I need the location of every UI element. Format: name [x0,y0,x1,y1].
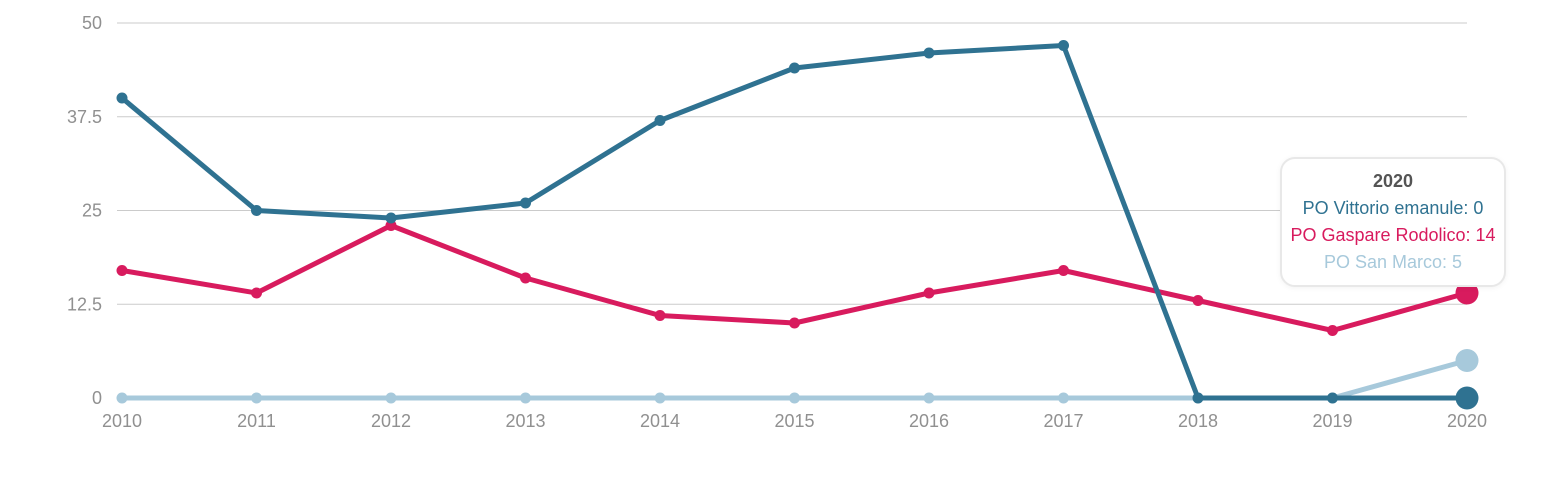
data-point-po-san-marco-2020[interactable] [1455,349,1479,372]
data-point-po-san-marco-2010[interactable] [116,392,128,404]
data-point-po-vittorio-emanule-2017[interactable] [1058,40,1069,51]
x-axis-label-2014: 2014 [640,411,680,431]
x-axis-label-2017: 2017 [1043,411,1083,431]
data-point-po-gaspare-rodolico-2018[interactable] [1192,295,1204,306]
data-point-po-san-marco-2012[interactable] [385,392,397,404]
series-line-po-san-marco [119,358,1470,401]
data-point-po-vittorio-emanule-2011[interactable] [251,205,262,216]
series-line-po-gaspare-rodolico [119,223,1470,333]
x-axis-label-2018: 2018 [1178,411,1218,431]
data-point-po-san-marco-2016[interactable] [923,392,935,404]
data-point-po-san-marco-2015[interactable] [789,392,800,404]
y-axis-tick-37.5: 37.5 [67,107,102,127]
series-line-po-vittorio-emanule [119,43,1470,401]
data-point-po-san-marco-2011[interactable] [251,392,262,404]
chart-tooltip: 2020 PO Vittorio emanule: 0 PO Gaspare R… [1280,157,1506,287]
y-axis-tick-50: 50 [82,13,102,33]
y-axis-tick-25: 25 [82,201,102,221]
x-axis-label-2010: 2010 [102,411,142,431]
tooltip-entry-gaspare: PO Gaspare Rodolico: 14 [1290,225,1496,245]
x-axis-label-2012: 2012 [371,411,411,431]
x-axis-label-2015: 2015 [774,411,814,431]
data-point-po-gaspare-rodolico-2020[interactable] [1455,281,1479,305]
data-point-po-san-marco-2013[interactable] [520,392,531,404]
tooltip-entry-vittorio: PO Vittorio emanule: 0 [1302,198,1484,218]
x-axis-label-2011: 2011 [237,411,276,431]
data-point-po-vittorio-emanule-2014[interactable] [654,115,666,126]
data-point-po-san-marco-2017[interactable] [1058,392,1069,404]
data-point-po-gaspare-rodolico-2014[interactable] [654,310,666,321]
tooltip-entry-sanmarco: PO San Marco: 5 [1323,252,1463,272]
data-point-po-gaspare-rodolico-2011[interactable] [251,287,262,299]
data-point-po-vittorio-emanule-2016[interactable] [923,47,935,59]
data-point-po-gaspare-rodolico-2010[interactable] [116,265,128,276]
data-point-po-vittorio-emanule-2019[interactable] [1327,392,1338,404]
tooltip-title: 2020 [1372,171,1414,191]
data-point-po-gaspare-rodolico-2015[interactable] [789,317,800,329]
data-point-po-san-marco-2014[interactable] [654,392,666,404]
data-point-po-vittorio-emanule-2020[interactable] [1455,386,1479,410]
data-point-po-gaspare-rodolico-2017[interactable] [1058,265,1069,276]
data-point-po-vittorio-emanule-2015[interactable] [789,62,800,74]
data-point-po-vittorio-emanule-2010[interactable] [116,92,128,104]
data-point-po-vittorio-emanule-2018[interactable] [1192,392,1204,404]
data-point-po-gaspare-rodolico-2019[interactable] [1327,325,1338,336]
data-point-po-gaspare-rodolico-2016[interactable] [923,287,935,299]
y-axis-tick-0: 0 [92,388,102,408]
x-axis-label-2020: 2020 [1447,411,1487,431]
data-point-po-vittorio-emanule-2013[interactable] [520,197,531,209]
y-axis-tick-12.5: 12.5 [67,294,102,314]
data-point-po-vittorio-emanule-2012[interactable] [385,212,397,224]
x-axis-label-2019: 2019 [1312,411,1352,431]
x-axis-label-2013: 2013 [505,411,545,431]
data-point-po-gaspare-rodolico-2013[interactable] [520,272,531,284]
x-axis-label-2016: 2016 [909,411,949,431]
